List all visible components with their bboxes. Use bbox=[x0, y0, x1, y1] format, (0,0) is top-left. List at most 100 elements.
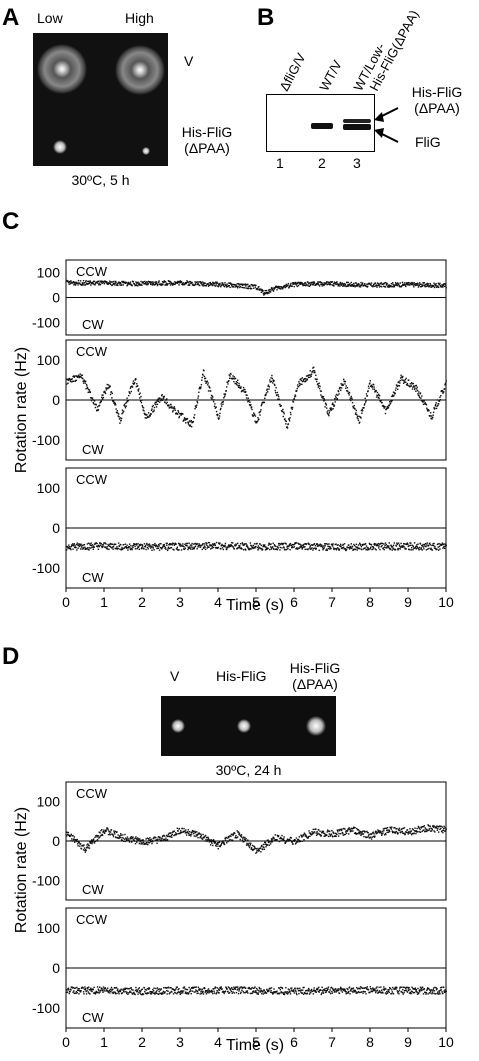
trace-point bbox=[388, 542, 390, 544]
trace-point bbox=[367, 832, 369, 834]
trace-point bbox=[335, 991, 337, 993]
trace-point bbox=[431, 418, 433, 420]
trace-point bbox=[130, 991, 132, 993]
trace-point bbox=[283, 839, 286, 842]
trace-point bbox=[236, 986, 238, 988]
trace-point bbox=[289, 284, 292, 286]
trace-point bbox=[445, 383, 447, 386]
trace-point bbox=[171, 833, 173, 836]
trace-point bbox=[177, 281, 180, 284]
trace-point bbox=[394, 986, 396, 989]
trace-point bbox=[317, 386, 320, 388]
trace-point bbox=[388, 991, 390, 993]
trace-point bbox=[259, 991, 261, 993]
trace-point bbox=[427, 283, 430, 285]
trace-point bbox=[160, 399, 162, 402]
trace-point bbox=[211, 990, 214, 993]
trace-point bbox=[106, 990, 108, 992]
trace-point bbox=[403, 282, 406, 284]
trace-point bbox=[282, 991, 284, 994]
trace-point bbox=[167, 833, 170, 835]
trace-point bbox=[107, 283, 110, 285]
trace-point bbox=[297, 990, 300, 992]
trace-point bbox=[355, 285, 357, 287]
trace-point bbox=[74, 545, 76, 547]
trace-point bbox=[414, 988, 416, 991]
trace-point bbox=[299, 987, 301, 990]
trace-point bbox=[124, 546, 126, 548]
trace-point bbox=[126, 400, 129, 402]
trace-point bbox=[427, 544, 430, 547]
trace-point bbox=[179, 543, 181, 545]
trace-point bbox=[149, 414, 151, 416]
trace-point bbox=[243, 544, 245, 546]
trace-point bbox=[140, 839, 143, 842]
trace-point bbox=[164, 280, 167, 283]
trace-point bbox=[323, 400, 325, 402]
trace-point bbox=[319, 834, 322, 836]
trace-point bbox=[231, 283, 234, 286]
trace-point bbox=[267, 990, 269, 993]
trace-point bbox=[157, 839, 159, 842]
trace-point bbox=[443, 547, 446, 550]
trace-point bbox=[379, 400, 382, 403]
trace-point bbox=[394, 988, 396, 990]
trace-point bbox=[419, 393, 421, 395]
trace-point bbox=[444, 543, 447, 545]
trace-point bbox=[166, 542, 168, 545]
trace-point bbox=[195, 283, 197, 286]
trace-point bbox=[79, 543, 81, 546]
trace-point bbox=[215, 993, 217, 995]
trace-point bbox=[372, 989, 374, 992]
trace-point bbox=[315, 283, 318, 285]
trace-point bbox=[90, 547, 92, 549]
trace-point bbox=[73, 992, 75, 995]
trace-point bbox=[401, 284, 403, 287]
trace-point bbox=[419, 392, 422, 394]
trace-point bbox=[166, 549, 169, 552]
trace-point bbox=[362, 833, 365, 835]
trace-point bbox=[431, 549, 434, 551]
trace-point bbox=[172, 282, 175, 285]
trace-point bbox=[300, 545, 303, 548]
trace-point bbox=[170, 543, 172, 545]
trace-point bbox=[306, 284, 308, 286]
trace-point bbox=[299, 543, 301, 545]
trace-point bbox=[363, 284, 366, 287]
trace-point bbox=[397, 283, 400, 285]
trace-point bbox=[115, 986, 118, 989]
trace-point bbox=[70, 840, 72, 842]
trace-point bbox=[348, 833, 350, 835]
trace-point bbox=[370, 284, 372, 286]
trace-point bbox=[111, 543, 113, 545]
trace-point bbox=[337, 989, 340, 992]
trace-point bbox=[228, 992, 230, 994]
trace-point bbox=[100, 400, 103, 403]
trace-point bbox=[239, 834, 241, 836]
trace-point bbox=[221, 401, 224, 403]
trace-point bbox=[220, 405, 223, 407]
trace-point bbox=[94, 543, 96, 545]
trace-point bbox=[219, 986, 221, 989]
trace-point bbox=[162, 545, 164, 548]
trace-point bbox=[303, 378, 305, 381]
trace-point bbox=[230, 835, 232, 837]
trace-point bbox=[123, 404, 125, 407]
trace-point bbox=[109, 990, 112, 993]
trace-point bbox=[405, 548, 407, 550]
trace-point bbox=[391, 394, 394, 396]
trace-point bbox=[238, 283, 240, 285]
trace-point bbox=[222, 401, 225, 403]
trace-point bbox=[124, 281, 126, 284]
trace-point bbox=[411, 281, 413, 284]
trace-point bbox=[288, 989, 290, 991]
trace-point bbox=[368, 548, 370, 551]
trace-point bbox=[94, 403, 96, 406]
trace-point bbox=[139, 992, 141, 994]
trace-point bbox=[378, 393, 380, 396]
trace-point bbox=[357, 832, 359, 835]
trace-point bbox=[300, 989, 303, 991]
trace-point bbox=[254, 991, 257, 993]
trace-point bbox=[238, 382, 240, 385]
trace-point bbox=[195, 986, 198, 988]
